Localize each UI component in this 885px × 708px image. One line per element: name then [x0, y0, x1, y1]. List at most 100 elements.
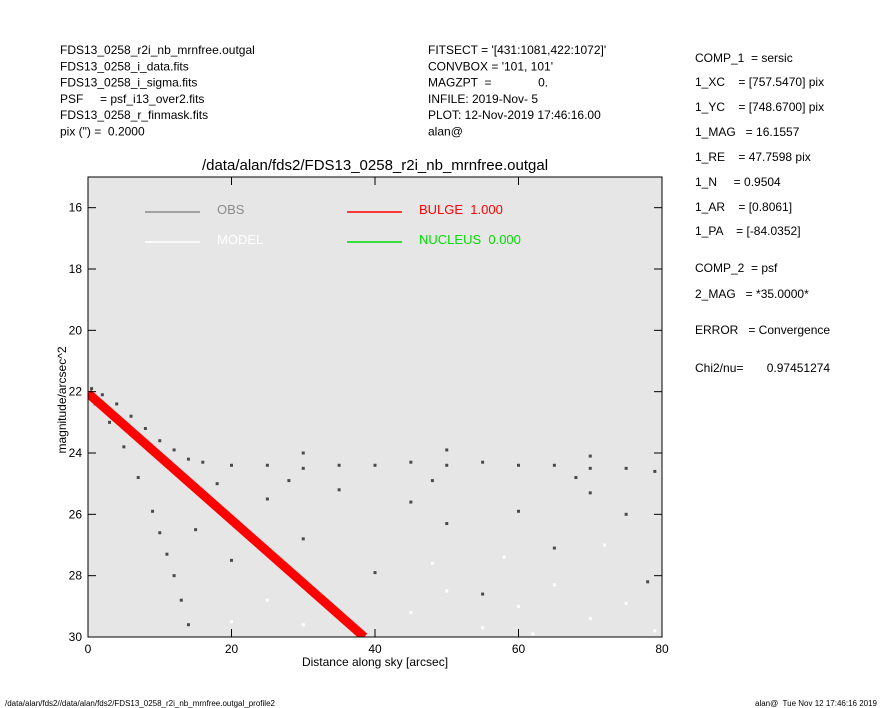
data-point — [90, 387, 94, 391]
legend-label: MODEL — [217, 232, 263, 247]
header-left-line: pix (") = 0.2000 — [60, 125, 145, 139]
data-point — [552, 546, 556, 550]
x-tick-label: 60 — [512, 642, 526, 656]
data-point — [158, 531, 162, 535]
y-tick-label: 24 — [69, 446, 83, 460]
data-point — [445, 522, 449, 526]
data-point — [179, 598, 183, 602]
data-point — [588, 491, 592, 495]
header-left-line: FDS13_0258_i_data.fits — [60, 59, 189, 73]
data-point — [186, 623, 190, 627]
data-point — [574, 476, 578, 480]
plot-marks — [88, 387, 657, 637]
data-point — [230, 463, 233, 467]
data-point — [653, 629, 657, 633]
header-middle-line: FITSECT = '[431:1081,422:1072]' — [428, 43, 606, 57]
data-point — [653, 469, 657, 473]
y-tick-label: 28 — [69, 569, 83, 583]
data-point — [624, 601, 628, 605]
fit-parameter: COMP_2 = psf — [695, 261, 778, 275]
plot-area — [88, 177, 662, 637]
data-point — [430, 561, 434, 565]
data-point — [624, 466, 628, 470]
data-point — [230, 620, 233, 624]
data-point — [215, 482, 219, 486]
legend-label: NUCLEUS 0.000 — [419, 232, 521, 247]
data-point — [481, 460, 485, 464]
header-middle-line: MAGZPT = 0. — [428, 76, 548, 90]
plot-frame — [87, 176, 663, 638]
data-point — [194, 528, 198, 532]
x-tick-label: 0 — [85, 642, 92, 656]
fit-parameter: Chi2/nu= 0.97451274 — [695, 361, 830, 375]
header-middle-line: INFILE: 2019-Nov- 5 — [428, 92, 538, 106]
footer-right: alan@ Tue Nov 12 17:46:16 2019 — [755, 699, 878, 708]
data-point — [301, 537, 305, 541]
x-tick-label: 20 — [225, 642, 239, 656]
y-axis-label: magnitude/arcsec^2 — [55, 346, 69, 453]
fit-parameter: ERROR = Convergence — [695, 323, 830, 337]
data-point — [624, 512, 628, 516]
data-point — [588, 617, 592, 621]
x-tick-label: 80 — [655, 642, 669, 656]
y-tick-label: 22 — [69, 385, 83, 399]
fit-parameter: 1_PA = [-84.0352] — [695, 224, 801, 238]
data-point — [158, 439, 162, 443]
data-point — [502, 555, 506, 559]
y-tick-label: 26 — [69, 507, 83, 521]
x-tick-label: 40 — [368, 642, 382, 656]
data-point — [481, 592, 485, 596]
data-point — [373, 571, 377, 575]
data-point — [301, 623, 305, 627]
data-point — [517, 463, 520, 467]
data-point — [265, 598, 269, 602]
data-point — [588, 454, 592, 458]
data-point — [172, 574, 176, 578]
fit-parameter: 1_YC = [748.6700] pix — [695, 100, 824, 114]
header-middle-line: alan@ — [428, 125, 463, 139]
data-point — [531, 632, 535, 636]
data-point — [265, 497, 269, 501]
data-point — [552, 463, 556, 467]
fit-parameter: 1_N = 0.9504 — [695, 175, 781, 189]
data-point — [337, 488, 341, 492]
data-point — [409, 610, 413, 614]
legend-label: BULGE 1.000 — [419, 202, 503, 217]
data-point — [136, 476, 140, 480]
header-left-line: FDS13_0258_r_finmask.fits — [60, 108, 208, 122]
y-tick-label: 30 — [69, 630, 83, 644]
fit-parameter: 2_MAG = *35.0000* — [695, 287, 809, 301]
data-point — [517, 509, 520, 513]
data-point — [108, 420, 112, 424]
data-point — [172, 448, 176, 452]
footer-left: /data/alan/fds2//data/alan/fds2/FDS13_02… — [5, 699, 276, 708]
data-point — [481, 626, 485, 630]
data-point — [301, 466, 305, 470]
data-point — [100, 393, 104, 397]
fit-parameter: 1_XC = [757.5470] pix — [695, 75, 824, 89]
data-point — [517, 604, 520, 608]
data-point — [165, 552, 169, 556]
data-point — [122, 445, 126, 449]
data-point — [337, 463, 341, 467]
y-tick-label: 20 — [69, 323, 83, 337]
data-point — [151, 509, 155, 513]
data-point — [265, 463, 269, 467]
header-middle-line: PLOT: 12-Nov-2019 17:46:16.00 — [428, 108, 601, 122]
header-left-line: FDS13_0258_i_sigma.fits — [60, 76, 197, 90]
data-point — [603, 543, 607, 547]
data-point — [646, 580, 650, 584]
data-point — [430, 479, 434, 483]
data-point — [201, 460, 205, 464]
fit-parameter: 1_MAG = 16.1557 — [695, 125, 800, 139]
data-point — [186, 457, 190, 461]
fit-parameter: COMP_1 = sersic — [695, 51, 793, 65]
data-point — [445, 463, 449, 467]
data-point — [409, 460, 413, 464]
data-point — [230, 558, 233, 562]
data-point — [115, 402, 119, 406]
fit-parameter: 1_AR = [0.8061] — [695, 200, 792, 214]
data-point — [287, 479, 291, 483]
data-point — [409, 500, 413, 504]
